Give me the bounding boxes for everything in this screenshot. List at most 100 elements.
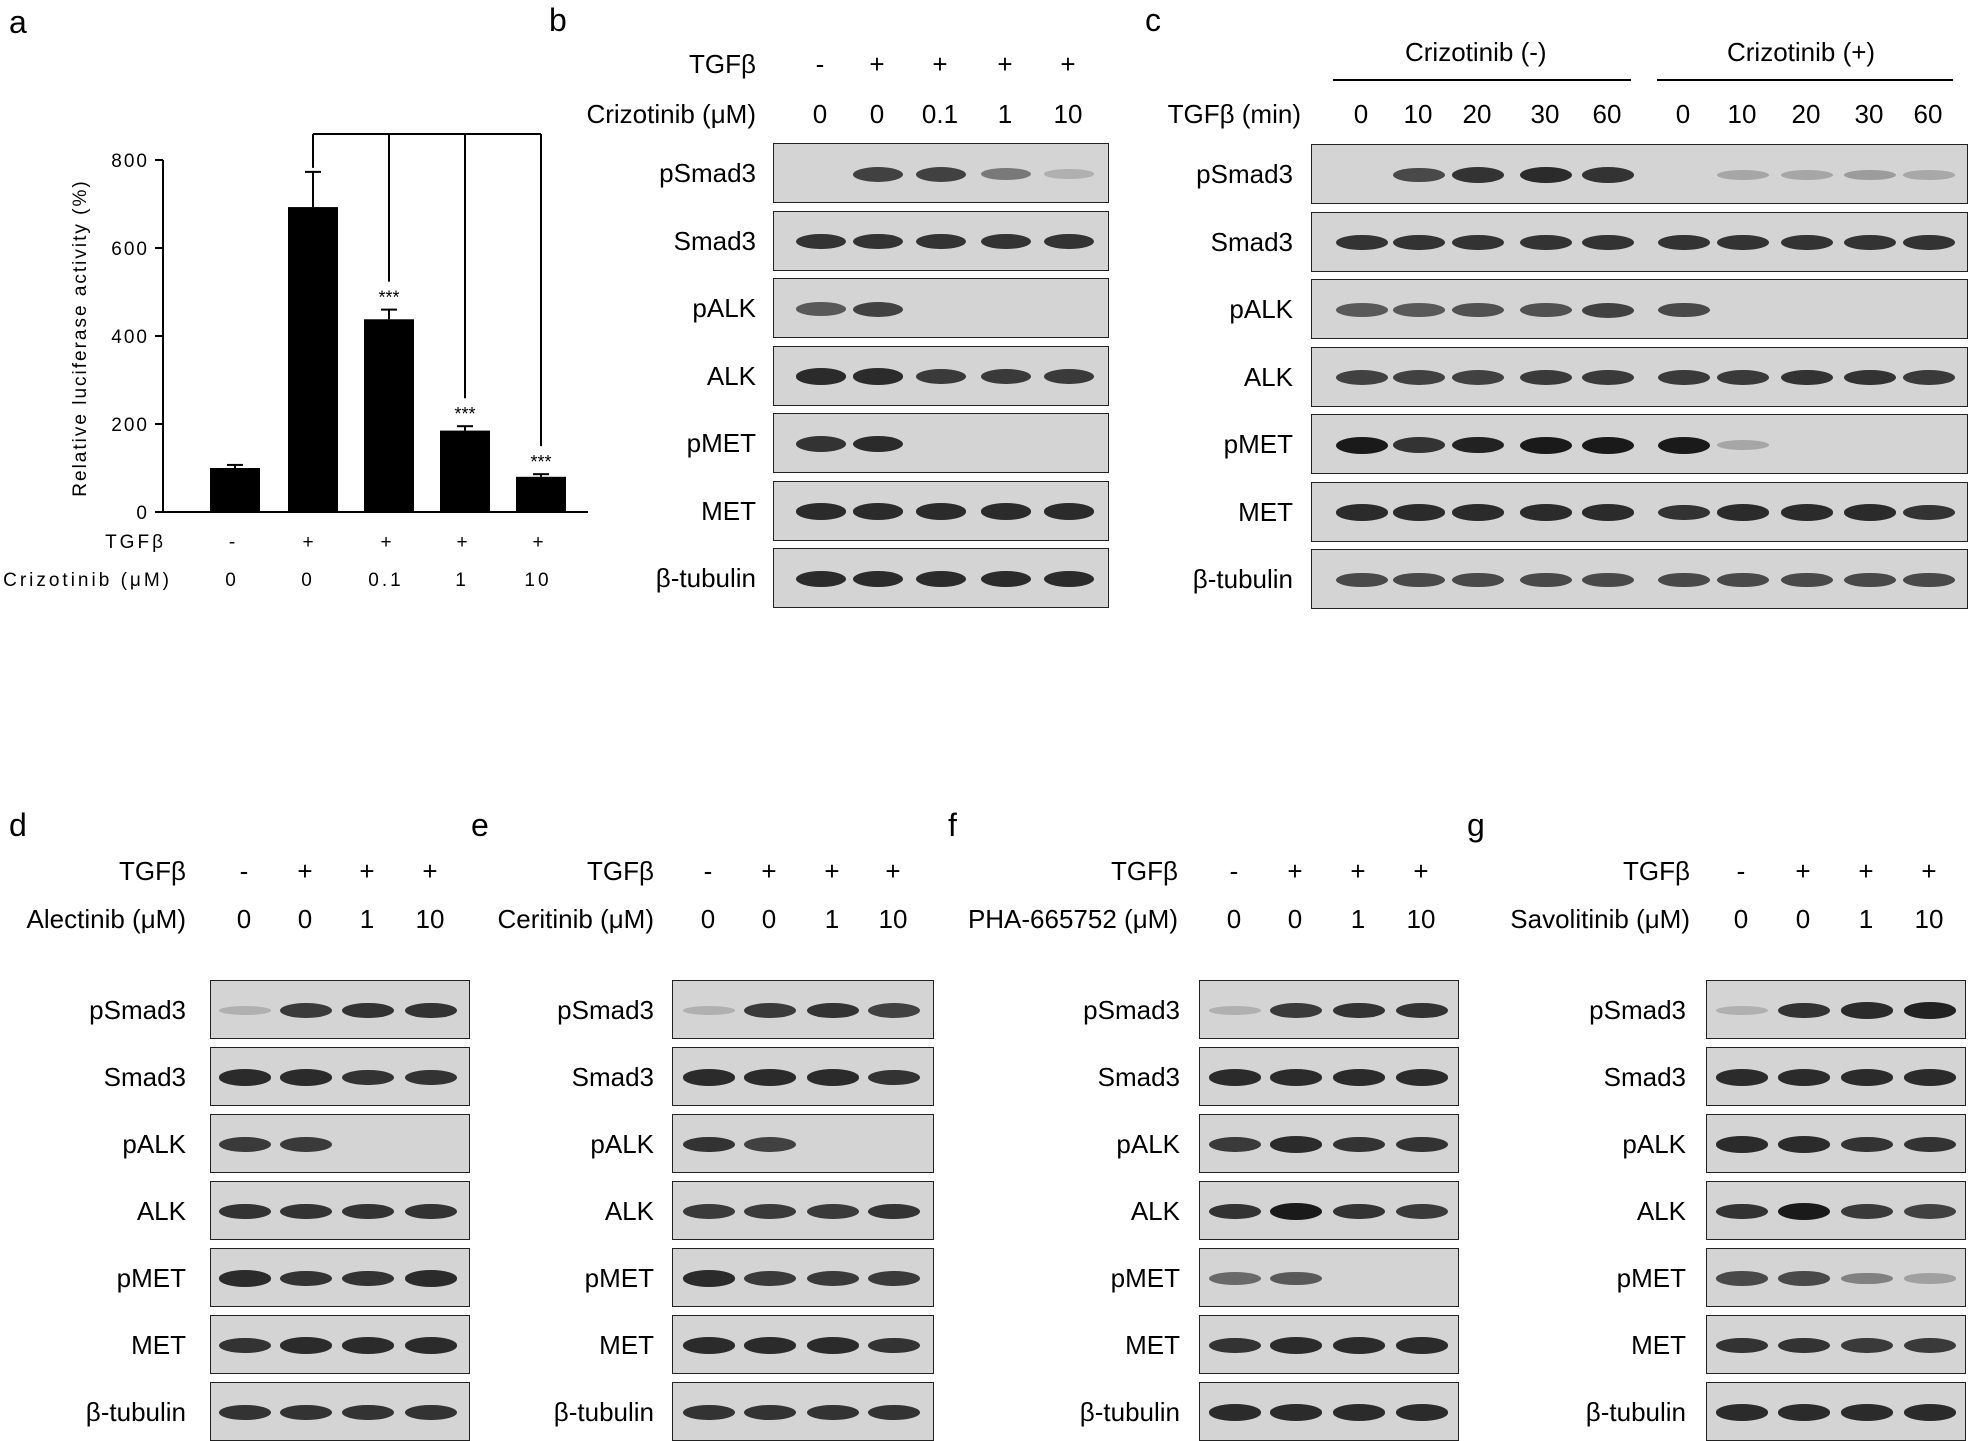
protein-band (1209, 1203, 1261, 1220)
protein-band (280, 1002, 332, 1019)
blot-row-label: pSmad3 (1196, 159, 1293, 189)
protein-band (683, 1337, 735, 1354)
protein-band (1903, 234, 1955, 251)
protein-band (1658, 302, 1710, 318)
protein-band (1717, 572, 1769, 588)
time-label: TGFβ (min) (1167, 99, 1301, 129)
protein-band (1336, 303, 1388, 317)
tgf-sign: + (824, 856, 840, 886)
protein-band (1044, 368, 1094, 385)
tgf-sign: + (761, 856, 777, 886)
protein-band (1904, 1069, 1956, 1086)
tgf-sign: + (1795, 856, 1811, 886)
protein-band (1333, 1404, 1385, 1421)
blot-strip-palk (773, 278, 1109, 338)
blot-strip-met (672, 1315, 934, 1374)
tgf-sign: + (869, 49, 885, 79)
blot-row-label: MET (701, 495, 756, 526)
protein-band (1658, 504, 1710, 521)
protein-band (1582, 572, 1634, 588)
protein-band (1452, 504, 1504, 521)
header-label-dose: PHA-665752 (μM) (967, 904, 1178, 934)
bar (288, 207, 338, 512)
protein-band (1396, 1337, 1448, 1354)
protein-band (868, 1003, 920, 1018)
protein-band (219, 1270, 271, 1287)
protein-band (1841, 1069, 1893, 1086)
protein-band (405, 1203, 457, 1220)
y-tick-label: 600 (111, 239, 149, 260)
blot-strip-psmad3 (773, 143, 1109, 203)
protein-band (1716, 1337, 1768, 1354)
dose-value: 0.1 (921, 99, 959, 129)
protein-band (1044, 570, 1094, 588)
protein-band (1716, 1136, 1768, 1153)
protein-band (807, 1337, 859, 1354)
protein-band (1582, 302, 1634, 318)
blot-strip-tubulin (773, 548, 1109, 608)
protein-band (1452, 167, 1504, 183)
dose-value: 1 (455, 570, 469, 591)
protein-band (744, 1002, 796, 1019)
protein-band (1270, 1203, 1322, 1220)
tgf-sign: - (239, 856, 249, 886)
protein-band (1778, 1136, 1830, 1153)
protein-band (342, 1270, 394, 1287)
tgf-sign: + (932, 49, 948, 79)
bar-chart-luciferase: 0 200 400 600 800 Relative luciferase activit… (3, 133, 588, 591)
blot-strip-pmet (1311, 414, 1968, 474)
protein-band (744, 1270, 796, 1287)
protein-band (1904, 1273, 1956, 1284)
protein-band (744, 1137, 796, 1152)
protein-band (1396, 1136, 1448, 1153)
protein-band (1658, 572, 1710, 588)
protein-band (807, 1270, 859, 1287)
protein-band (853, 368, 903, 385)
protein-band (1333, 1002, 1385, 1019)
protein-band (1270, 1069, 1322, 1086)
dose-value: 0 (225, 570, 239, 591)
time-value: 30 (1530, 99, 1560, 129)
protein-band (1452, 234, 1504, 251)
protein-band (683, 1270, 735, 1287)
protein-band (1393, 303, 1445, 317)
protein-band (219, 1069, 271, 1086)
protein-band (1333, 1136, 1385, 1153)
protein-band (1396, 1069, 1448, 1086)
blot-strip-smad3 (1706, 1047, 1966, 1106)
protein-band (683, 1005, 735, 1016)
blot-row-label: Smad3 (1097, 1061, 1180, 1092)
dose-value: 10 (1406, 904, 1436, 934)
y-axis-label: Relative luciferase activity (%) (70, 179, 91, 496)
protein-band (1393, 370, 1445, 385)
dose-value: 0 (301, 570, 315, 591)
protein-band (981, 570, 1031, 588)
protein-band (1520, 572, 1572, 588)
blot-row-label: Smad3 (673, 225, 756, 256)
protein-band (796, 503, 846, 520)
protein-band (744, 1337, 796, 1354)
dose-value: 1 (997, 99, 1013, 129)
blot-row-label: β-tubulin (1585, 1396, 1686, 1427)
protein-band (1904, 1204, 1956, 1219)
y-tick-label: 800 (111, 151, 149, 172)
protein-band (1044, 503, 1094, 520)
protein-band (1717, 440, 1769, 450)
protein-band (853, 570, 903, 588)
protein-band (280, 1404, 332, 1421)
dose-value: 1 (1350, 904, 1366, 934)
protein-band (1778, 1002, 1830, 1019)
blot-strip-tubulin (1311, 549, 1968, 609)
tgf-sign: + (1858, 856, 1874, 886)
protein-band (1844, 169, 1896, 181)
protein-band (405, 1337, 457, 1354)
protein-band (1333, 1069, 1385, 1086)
blot-row-label: pMET (686, 428, 756, 458)
protein-band (1336, 370, 1388, 385)
protein-band (868, 1404, 920, 1421)
dose-value: 1 (824, 904, 840, 934)
blot-strip-psmad3 (1311, 144, 1968, 204)
protein-band (1903, 504, 1955, 521)
blot-strip-pmet (1199, 1248, 1459, 1307)
blot-row-label: pALK (1622, 1128, 1686, 1159)
